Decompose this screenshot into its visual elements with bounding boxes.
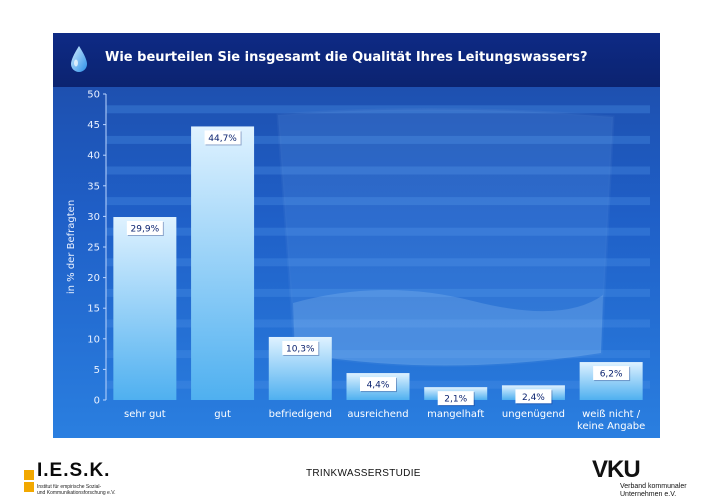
data-label-box (593, 366, 630, 381)
grid-band (106, 319, 650, 328)
y-tick-label: 10 (87, 334, 100, 345)
category-label: ungenügend (502, 409, 565, 420)
y-tick-label: 20 (87, 273, 100, 284)
vku-logo: VKU Verband kommunaler Unternehmen e.V. (592, 456, 702, 500)
iesk-square-icon (24, 470, 34, 480)
chart-header: Wie beurteilen Sie insgesamt die Qualitä… (53, 33, 660, 87)
data-label-box (204, 130, 241, 145)
chart-panel: Wie beurteilen Sie insgesamt die Qualitä… (53, 33, 660, 438)
y-tick-label: 5 (94, 365, 100, 376)
y-tick-label: 50 (87, 90, 100, 101)
data-label: 10,3% (286, 344, 315, 354)
y-tick-label: 0 (94, 396, 100, 407)
data-label: 44,7% (208, 134, 237, 144)
category-label: keine Angabe (577, 421, 645, 432)
grid-band (106, 288, 650, 297)
data-label: 2,4% (522, 393, 545, 403)
data-label: 6,2% (600, 370, 623, 380)
vku-name: VKU (592, 456, 641, 483)
iesk-subtitle-line2: und Kommunikationsforschung e.V. (37, 490, 116, 496)
grid-band (106, 105, 650, 114)
grid-band (106, 166, 650, 175)
data-label-box (360, 377, 396, 392)
grid-band (106, 350, 650, 359)
y-tick-label: 25 (87, 243, 100, 254)
chart-title: Wie beurteilen Sie insgesamt die Qualitä… (105, 50, 588, 65)
category-label: ausreichend (347, 409, 408, 420)
iesk-subtitle-line1: Institut für empirische Sozial- (37, 484, 102, 490)
category-label: mangelhaft (427, 409, 484, 420)
category-label: sehr gut (124, 409, 166, 420)
y-tick-label: 40 (87, 151, 100, 162)
y-axis-label: in % der Befragten (66, 200, 77, 294)
water-illustration (293, 289, 603, 366)
iesk-square-icon (24, 482, 34, 492)
y-tick-label: 30 (87, 212, 100, 223)
iesk-logo: I.E.S.K. Institut für empirische Sozial-… (24, 460, 144, 496)
data-label-box (126, 221, 163, 236)
data-label-box (437, 391, 474, 406)
vku-subtitle-line2: Unternehmen e.V. (620, 491, 677, 498)
y-tick-label: 45 (87, 120, 100, 131)
bar (191, 126, 255, 400)
data-label: 29,9% (131, 225, 160, 235)
water-drop-icon (71, 46, 87, 72)
grid-band (106, 258, 650, 267)
study-label: TRINKWASSERSTUDIE (306, 468, 421, 479)
data-label-box (515, 389, 552, 404)
y-tick-label: 15 (87, 304, 100, 315)
data-label: 4,4% (367, 381, 390, 391)
glass-illustration (276, 107, 615, 367)
bar-chart: 0 5 10 15 20 25 30 35 40 45 50 in % der Befragten 29… (66, 90, 650, 432)
category-label: befriedigend (269, 409, 332, 420)
y-tick-label: 35 (87, 181, 100, 192)
category-label: gut (214, 409, 231, 420)
data-label-box (282, 340, 319, 355)
grid-band (106, 227, 650, 236)
bar (113, 217, 177, 400)
grid-band (106, 135, 650, 144)
data-label: 2,1% (444, 395, 467, 405)
iesk-name: I.E.S.K. (37, 460, 111, 481)
grid-band (106, 197, 650, 206)
vku-subtitle-line1: Verband kommunaler (620, 483, 687, 490)
category-label: weiß nicht / (582, 409, 641, 420)
